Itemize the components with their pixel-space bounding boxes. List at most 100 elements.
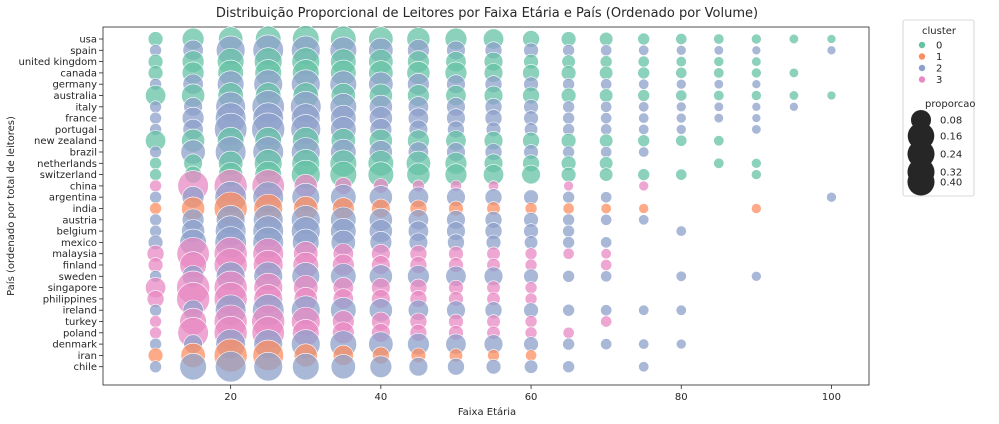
data-point	[485, 358, 502, 375]
y-tick-label: brazil	[70, 148, 97, 159]
data-point	[600, 270, 613, 283]
data-point	[638, 44, 650, 56]
data-point	[751, 157, 762, 169]
x-tick-label: 40	[374, 392, 387, 403]
data-point	[637, 168, 651, 181]
data-point	[675, 124, 687, 135]
data-point	[562, 303, 575, 317]
data-point	[600, 146, 613, 158]
data-point	[638, 338, 650, 350]
data-point	[637, 55, 650, 68]
data-point	[179, 353, 207, 381]
data-point	[751, 90, 762, 101]
data-point	[562, 111, 575, 125]
x-tick-label: 20	[224, 392, 237, 403]
data-point	[675, 112, 687, 124]
x-tick-label: 60	[525, 392, 538, 403]
data-point	[599, 55, 613, 68]
data-point	[675, 66, 688, 79]
data-point	[292, 353, 320, 381]
data-point	[751, 79, 762, 89]
data-point	[562, 360, 575, 374]
data-point	[675, 134, 688, 147]
data-point	[149, 202, 162, 215]
data-point	[788, 90, 799, 101]
data-point	[524, 247, 538, 260]
data-point	[751, 56, 762, 67]
y-tick-label: netherlands	[37, 159, 97, 170]
y-tick-label: iran	[78, 351, 97, 362]
y-tick-label: singapore	[48, 283, 97, 294]
data-point	[600, 78, 613, 91]
data-point	[713, 67, 725, 79]
data-point	[562, 190, 575, 204]
data-point	[638, 123, 650, 135]
legend-cluster-label: 0	[936, 41, 942, 52]
data-point	[751, 270, 762, 282]
data-point	[599, 167, 614, 182]
data-point	[600, 315, 613, 328]
y-tick-label: india	[73, 204, 97, 215]
x-ticks: 20 40 60 80 100	[224, 385, 841, 403]
data-point	[215, 351, 247, 383]
data-point	[713, 45, 724, 56]
data-point	[599, 31, 614, 47]
data-point	[751, 203, 762, 214]
data-point	[523, 235, 539, 250]
data-point	[637, 32, 651, 46]
data-point	[675, 33, 688, 45]
data-point	[751, 67, 762, 79]
data-point	[600, 259, 613, 271]
y-tick-label: austria	[62, 215, 97, 226]
data-point	[600, 123, 613, 136]
data-point	[523, 359, 539, 374]
y-tick-label: canada	[60, 68, 97, 79]
data-point	[600, 213, 613, 226]
y-tick-label: poland	[63, 328, 97, 339]
legend-size-label: 0.40	[940, 178, 962, 189]
data-point	[600, 44, 613, 57]
data-point	[713, 89, 725, 102]
y-tick-label: germany	[52, 80, 97, 91]
data-point	[826, 45, 837, 56]
data-point	[751, 113, 762, 123]
points-layer	[145, 25, 837, 383]
y-tick-label: malaysia	[52, 249, 97, 260]
data-point	[638, 146, 650, 158]
data-point	[638, 180, 650, 192]
y-tick-label: finland	[63, 261, 97, 272]
data-point	[600, 202, 612, 215]
data-point	[330, 354, 356, 380]
data-point	[638, 304, 650, 316]
data-point	[562, 269, 575, 283]
y-tick-label: australia	[53, 91, 97, 102]
data-point	[713, 135, 725, 147]
y-tick-label: ireland	[63, 306, 97, 317]
legend-size-label: 0.08	[940, 116, 962, 127]
data-point	[788, 67, 799, 78]
data-point	[600, 338, 613, 351]
data-point	[562, 213, 575, 227]
data-point	[675, 225, 687, 237]
data-point	[713, 101, 724, 112]
data-point	[675, 168, 688, 181]
data-point	[638, 203, 650, 214]
data-point	[600, 304, 613, 317]
data-point	[524, 281, 538, 294]
data-point	[562, 100, 575, 114]
legend-cluster-marker	[918, 53, 926, 60]
data-point	[600, 100, 613, 113]
data-point	[675, 44, 687, 56]
data-point	[149, 100, 162, 114]
data-point	[600, 248, 612, 260]
data-point	[563, 180, 574, 192]
x-tick-label: 80	[675, 392, 688, 403]
y-axis-label: País (ordenado por total de leitores)	[5, 116, 17, 296]
y-tick-label: france	[65, 114, 97, 125]
data-point	[149, 145, 162, 159]
legend-cluster-marker	[918, 64, 926, 72]
data-point	[675, 89, 688, 102]
data-point	[675, 304, 687, 316]
